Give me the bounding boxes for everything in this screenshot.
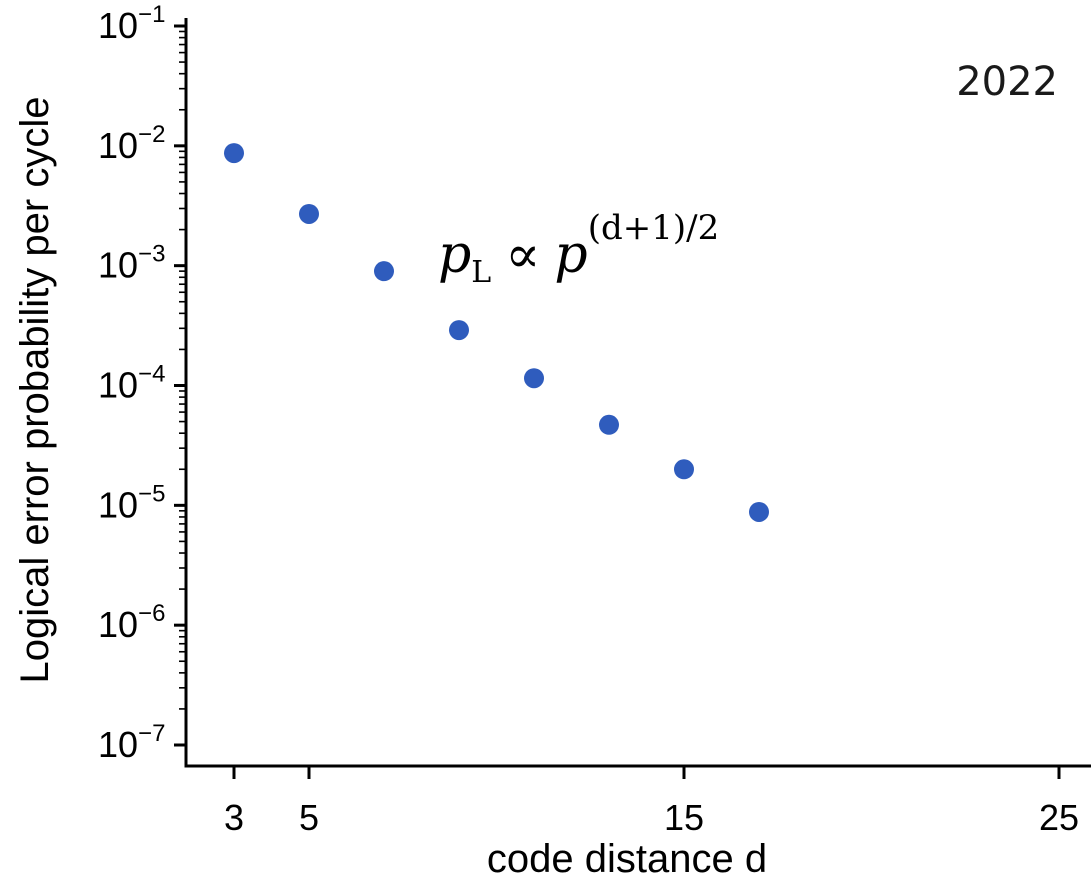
data-point [224, 143, 244, 164]
x-tick-label: 3 [224, 797, 244, 838]
x-tick-label: 5 [299, 797, 319, 838]
y-axis-title: Logical error probability per cycle [13, 97, 57, 684]
y-tick-label: 10−6 [98, 600, 165, 645]
y-tick-group: 10−1 10−2 10−3 10−4 10−5 10−6 10−7 [98, 1, 186, 765]
formula-subscript: L [471, 255, 491, 290]
data-point [299, 203, 319, 224]
formula-exponent: (d+1)/2 [588, 208, 720, 248]
data-point [449, 320, 469, 341]
y-tick-label: 10−7 [98, 720, 165, 765]
year-label: 2022 [956, 59, 1058, 105]
y-tick-label: 10−1 [98, 1, 165, 46]
formula-p: p [438, 225, 471, 285]
x-tick-group: 3 5 15 25 [224, 766, 1079, 838]
y-tick-label: 10−2 [98, 121, 165, 166]
scaling-formula: pL ∝ p(d+1)/2 [438, 208, 719, 290]
data-point [749, 501, 769, 522]
data-point [599, 414, 619, 435]
x-tick-label: 15 [664, 797, 704, 838]
formula-proportional-symbol: ∝ [505, 225, 540, 285]
data-point [374, 261, 394, 282]
y-tick-label: 10−3 [98, 241, 165, 286]
y-tick-label: 10−4 [98, 361, 165, 406]
data-point [674, 459, 694, 480]
formula-base: p [554, 225, 587, 285]
data-point [524, 368, 544, 389]
data-points [224, 143, 769, 522]
y-tick-label: 10−5 [98, 480, 165, 525]
x-axis-title: code distance d [487, 837, 767, 877]
x-tick-label: 25 [1039, 797, 1079, 838]
